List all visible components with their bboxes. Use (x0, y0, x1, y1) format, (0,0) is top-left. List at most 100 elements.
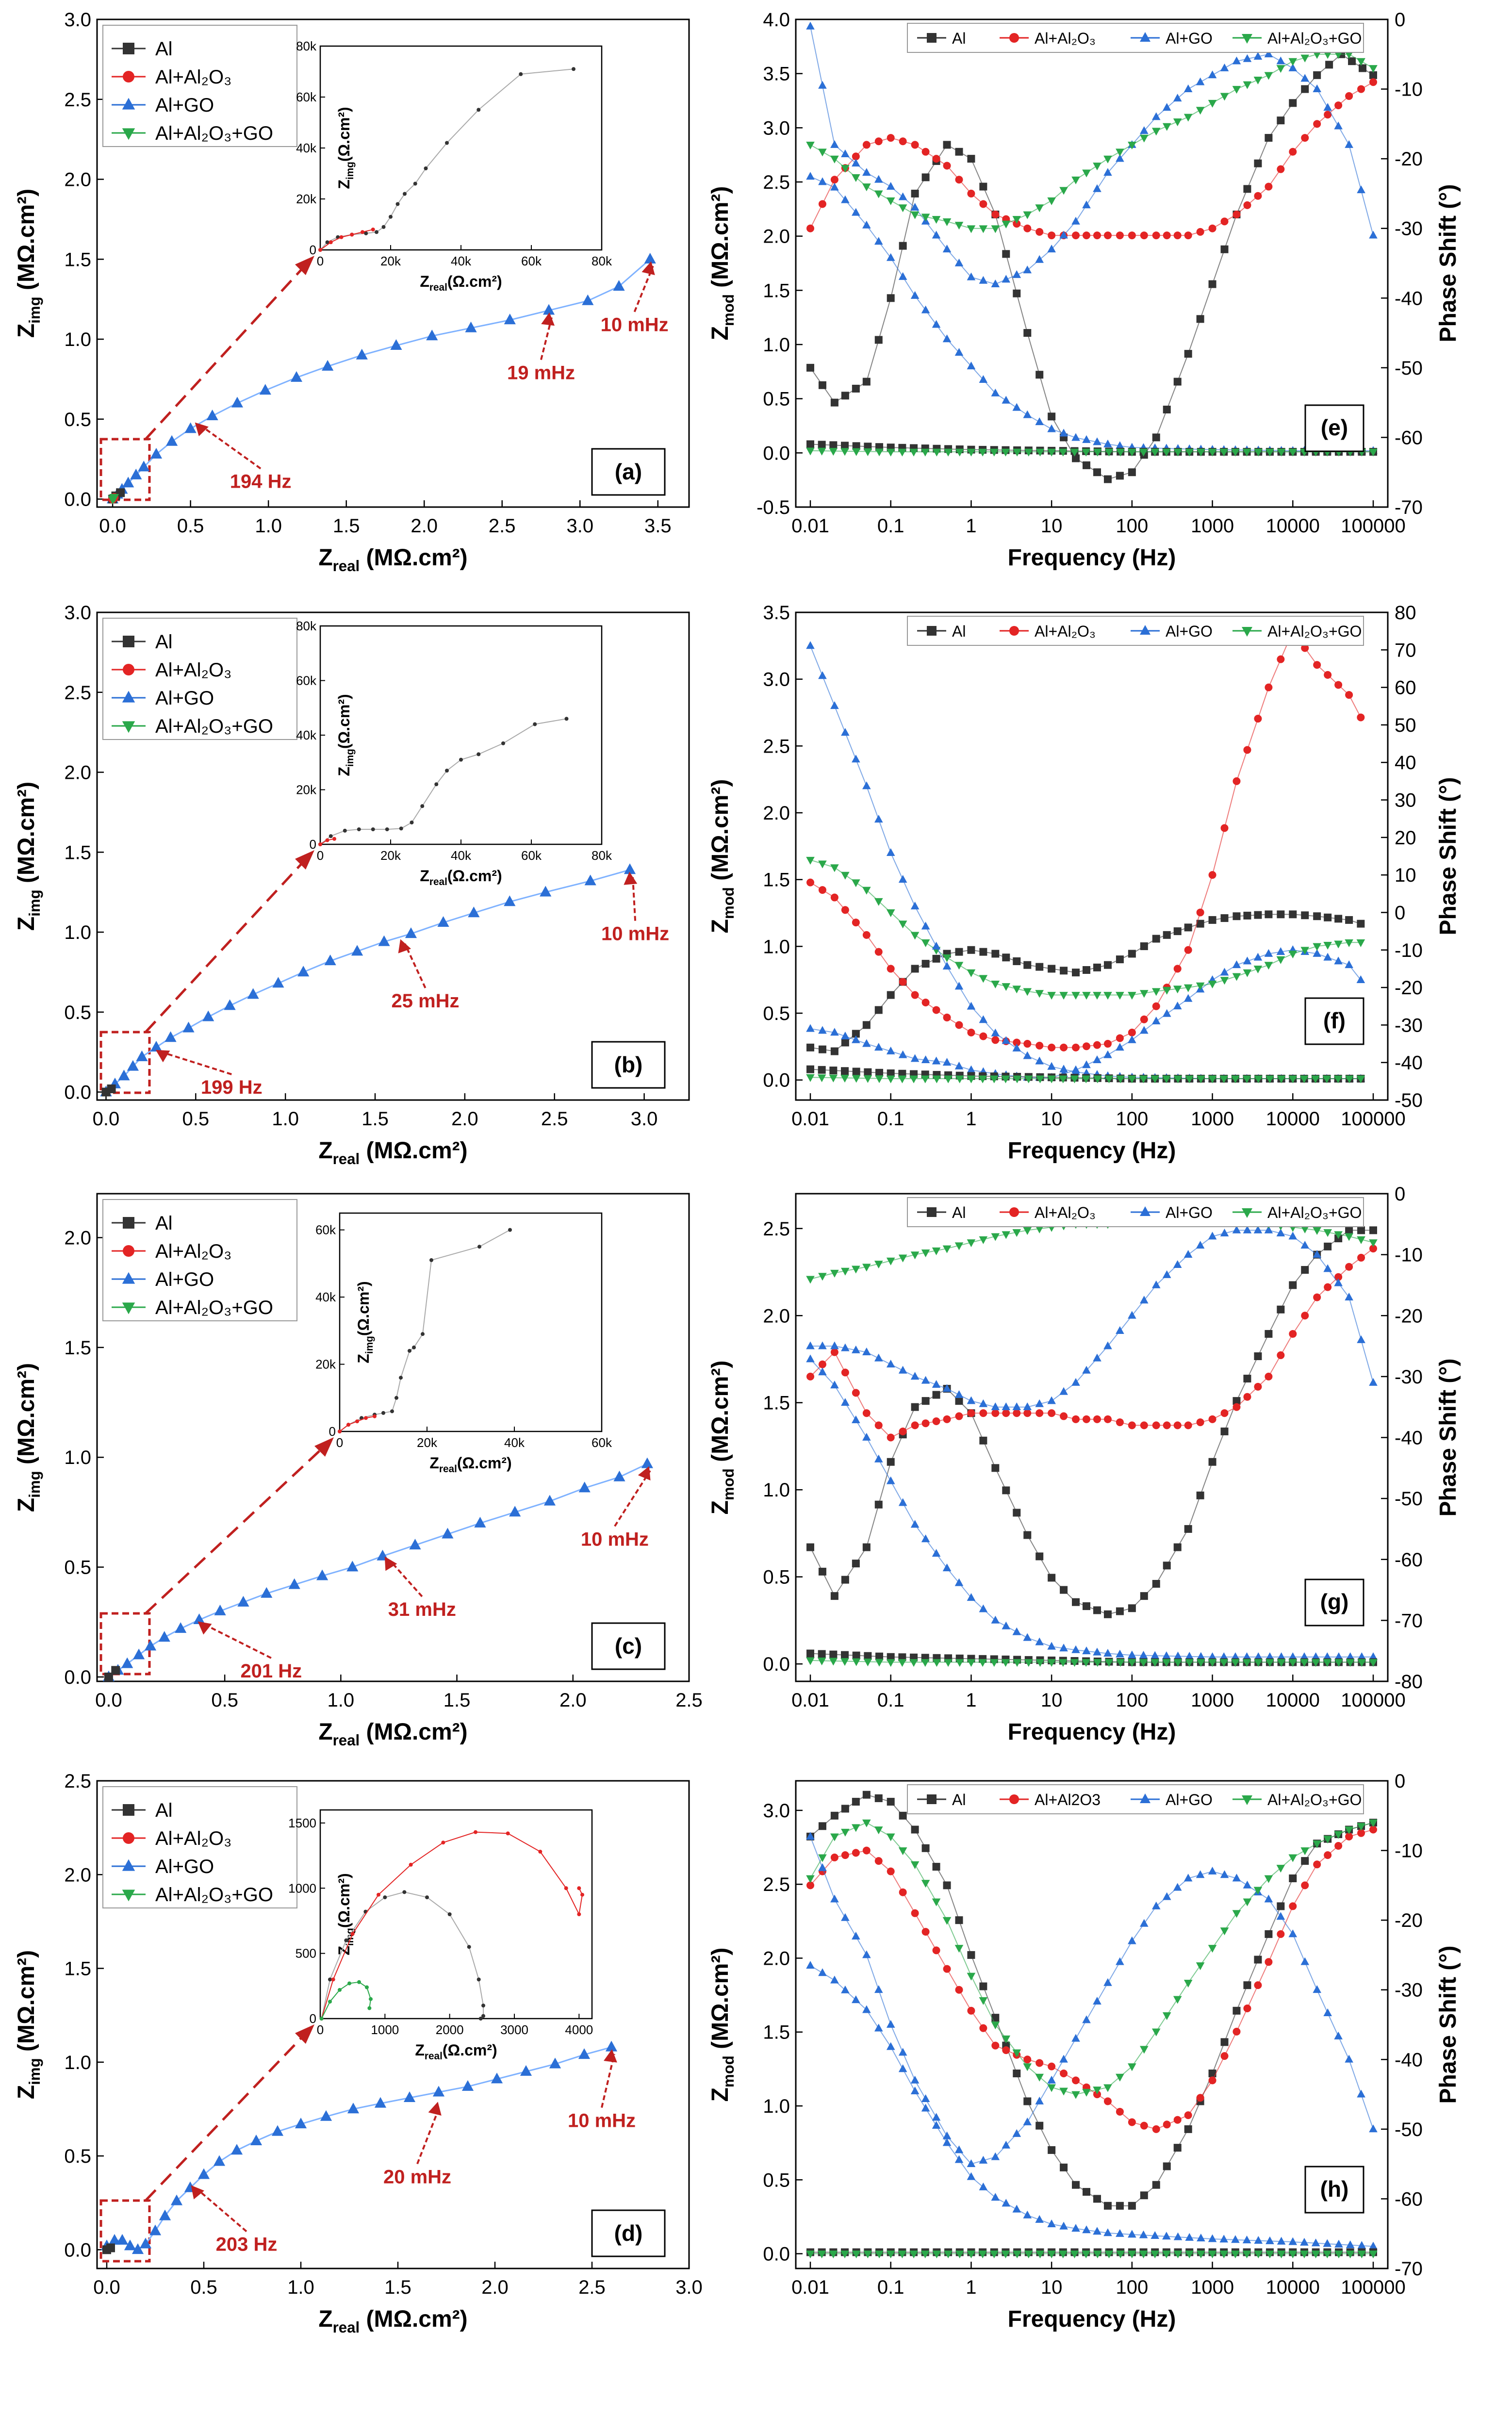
data-point (1220, 63, 1229, 71)
x-tick-label: 100000 (1341, 1690, 1405, 1711)
data-point (1013, 2070, 1021, 2077)
data-point (1048, 2062, 1056, 2071)
y2-axis-label: Phase Shift (°) (1435, 777, 1461, 936)
data-point (1334, 121, 1343, 130)
chart-h: 0.01 0.1 1 10 100 1000 10000 1000000.00.51.01.5… (707, 1771, 1461, 2332)
data-point (1002, 1409, 1010, 1417)
annotation-arrow (601, 2054, 615, 2108)
data-point (1208, 224, 1216, 232)
y-tick-label: 0.5 (763, 389, 790, 410)
data-point (1208, 1867, 1217, 1875)
y2-tick-label: -10 (1395, 1245, 1423, 1266)
data-point (1082, 2251, 1090, 2259)
data-point (1300, 1225, 1310, 1233)
data-point (898, 1498, 907, 1506)
data-point (1233, 912, 1241, 920)
data-point (991, 1028, 1000, 1036)
data-point (1070, 1659, 1079, 1667)
data-point (1345, 92, 1353, 100)
data-point (1369, 2241, 1378, 2250)
data-point (1369, 2251, 1378, 2259)
inset-series-line (339, 1229, 510, 1432)
data-point (806, 224, 814, 232)
data-point (351, 945, 363, 956)
data-point (1035, 2251, 1045, 2259)
data-point (991, 1233, 1000, 1241)
data-point (1197, 2251, 1205, 2259)
inset-data-point (481, 2004, 485, 2008)
data-point (1196, 1241, 1205, 1249)
data-point (504, 313, 516, 325)
legend-label: Al (952, 1204, 966, 1221)
x-tick-label: 1.5 (362, 1108, 389, 1130)
data-point (920, 1659, 930, 1667)
data-point (967, 2159, 976, 2168)
data-point (1208, 1652, 1217, 1660)
data-point (1162, 1892, 1171, 1900)
data-point (1103, 2097, 1112, 2105)
data-point (1357, 58, 1365, 66)
data-point (1289, 910, 1297, 919)
data-point (1035, 1225, 1044, 1233)
data-point (144, 1640, 157, 1651)
data-point (1162, 123, 1171, 131)
y-tick-label: 1.5 (64, 249, 91, 270)
data-point (1116, 1326, 1124, 1334)
data-point (1208, 99, 1217, 108)
data-point (1071, 2091, 1080, 2099)
data-point (230, 2144, 243, 2155)
data-point (1277, 2251, 1286, 2259)
data-point (1254, 1075, 1263, 1084)
inset-frame (319, 45, 603, 251)
series-Al-y2 (806, 910, 1365, 1055)
data-point (1128, 448, 1136, 457)
inset-data-point (373, 1414, 377, 1418)
data-point (1035, 1409, 1044, 1417)
panel-label: (a) (615, 459, 642, 484)
data-point (1208, 1232, 1217, 1240)
inset-x-tick-label: 20k (380, 254, 401, 268)
annotation-arrowhead (398, 939, 411, 953)
panel-label: (f) (1323, 1008, 1346, 1033)
data-point (1183, 114, 1193, 122)
data-point (1243, 1880, 1252, 1889)
data-point (979, 2182, 988, 2190)
data-point (1220, 2052, 1229, 2060)
data-point (1023, 2117, 1032, 2125)
chart-b: 0.0 0.5 1.0 1.5 2.0 2.5 3.00.00.51.01.52.02.53… (14, 602, 690, 1167)
annotation-label: 10 mHz (601, 314, 669, 336)
legend-label: Al+GO (155, 1856, 214, 1877)
data-point (1369, 1245, 1377, 1253)
data-point (830, 1833, 839, 1841)
data-point (841, 906, 849, 914)
y-tick-label: 0.0 (763, 2244, 790, 2265)
data-point (910, 1520, 920, 1528)
inset-data-point (429, 1258, 433, 1262)
data-point (841, 149, 850, 157)
y-tick-label: 0.5 (64, 1557, 91, 1578)
data-point (910, 211, 920, 219)
y-tick-label: 1.0 (64, 2052, 91, 2073)
data-point (1023, 1633, 1032, 1641)
data-point (1139, 126, 1149, 134)
data-point (1047, 2251, 1056, 2259)
data-point (979, 1032, 987, 1040)
inset-data-point (381, 225, 386, 229)
data-point (1334, 681, 1343, 689)
data-point (898, 2064, 907, 2072)
data-point (1323, 1264, 1332, 1272)
y2-tick-label: -60 (1395, 427, 1423, 448)
data-point (1047, 2075, 1056, 2084)
data-point (1243, 1375, 1251, 1383)
data-point (886, 848, 895, 856)
data-point (1313, 912, 1321, 920)
data-point (1001, 448, 1010, 457)
data-point (1357, 2251, 1366, 2259)
data-point (1323, 2251, 1332, 2259)
y-tick-label: 3.0 (763, 669, 790, 690)
y-axis-label: Zmod (MΩ.cm²) (707, 779, 737, 934)
data-point (1012, 216, 1021, 224)
data-point (1289, 99, 1297, 107)
data-point (1128, 1659, 1136, 1667)
